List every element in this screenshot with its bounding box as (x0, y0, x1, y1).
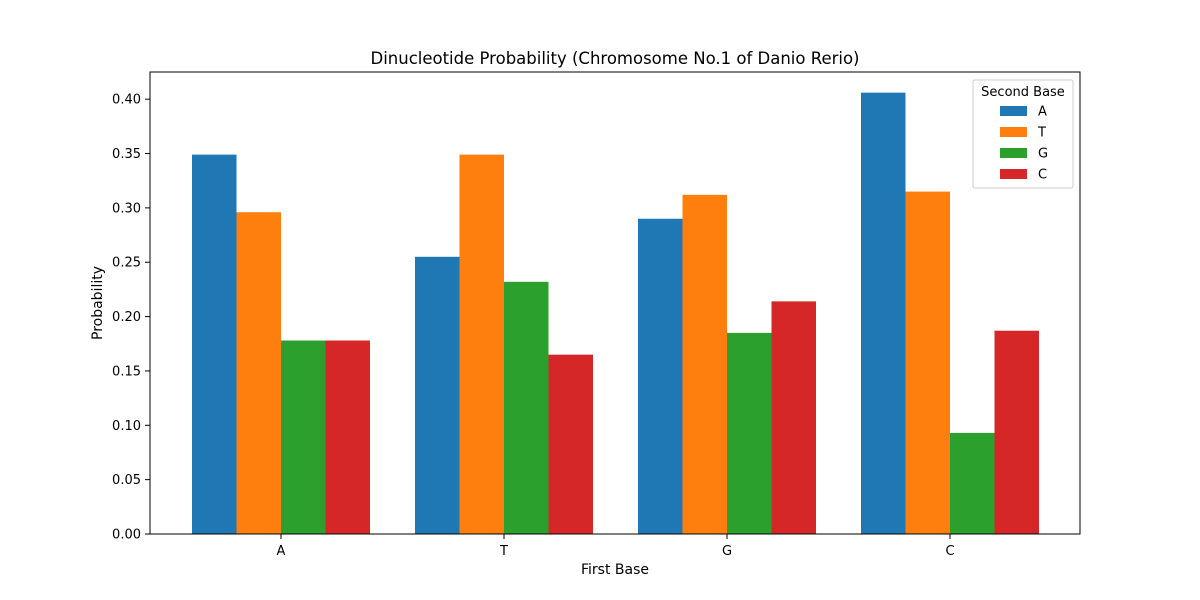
legend-label-T: T (1037, 126, 1046, 141)
bar-T-A (415, 256, 460, 534)
y-tick-label: 0.10 (112, 419, 141, 434)
legend-label-G: G (1038, 147, 1048, 162)
legend-label-C: C (1038, 168, 1047, 183)
x-tick-label-A: A (277, 544, 286, 559)
x-tick-label-G: G (722, 544, 732, 559)
bar-T-T (459, 154, 504, 534)
legend-swatch-C (1000, 169, 1027, 179)
legend-title: Second Base (981, 85, 1065, 100)
y-axis: 0.00 0.05 0.10 0.15 0.20 0.25 0.30 0.35 0.40 (112, 93, 150, 543)
legend-swatch-G (1000, 148, 1027, 158)
y-tick-label: 0.35 (112, 147, 141, 162)
y-tick-label: 0.40 (112, 93, 141, 108)
bar-C-T (905, 191, 950, 534)
bars-group (192, 92, 1039, 535)
bar-G-A (638, 218, 683, 534)
bar-A-C (325, 340, 370, 534)
x-axis-title: First Base (581, 562, 649, 578)
legend-label-A: A (1038, 105, 1047, 120)
plot-frame (149, 71, 1081, 535)
y-tick-label: 0.00 (112, 528, 141, 543)
bar-C-C (994, 330, 1039, 534)
y-axis-title: Probability (90, 266, 106, 340)
chart-title: Dinucleotide Probability (Chromosome No.… (370, 49, 859, 68)
bar-G-G (727, 332, 772, 534)
bar-T-G (504, 281, 549, 534)
bar-G-C (771, 301, 816, 534)
bar-A-T (236, 212, 281, 535)
bar-C-G (950, 432, 995, 534)
x-tick-label-C: C (945, 544, 954, 559)
bar-A-A (192, 154, 237, 534)
bar-G-T (682, 194, 727, 534)
x-tick-label-T: T (499, 544, 508, 559)
y-tick-label: 0.05 (112, 473, 141, 488)
bar-T-C (548, 354, 593, 534)
y-tick-label: 0.25 (112, 256, 141, 271)
legend-swatch-A (1000, 106, 1027, 116)
y-tick-label: 0.20 (112, 310, 141, 325)
y-tick-label: 0.15 (112, 364, 141, 379)
y-tick-label: 0.30 (112, 201, 141, 216)
bar-A-G (281, 340, 326, 534)
bar-C-A (861, 92, 906, 535)
legend-swatch-T (1000, 127, 1027, 137)
